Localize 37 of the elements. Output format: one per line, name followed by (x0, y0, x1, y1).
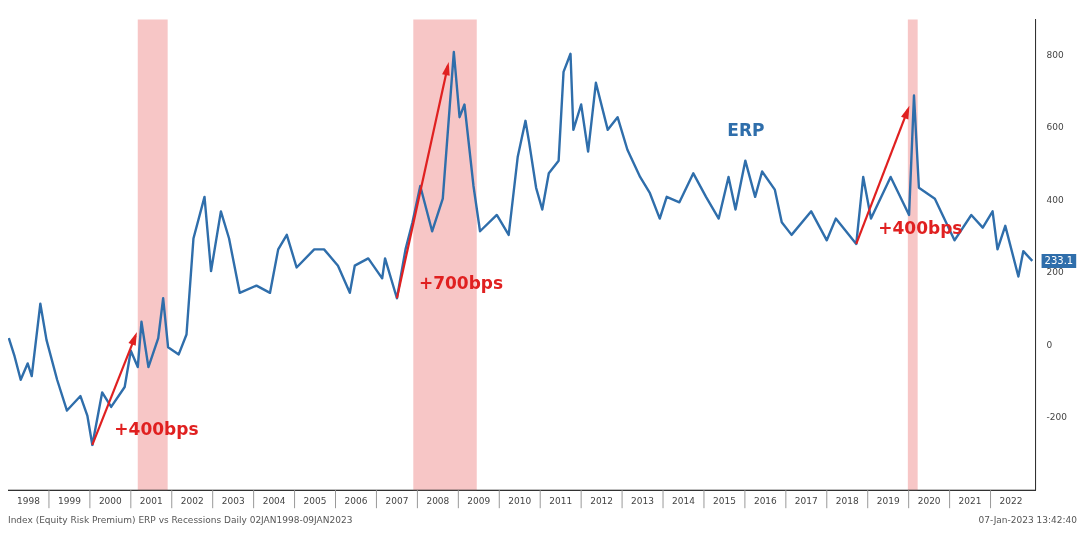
text: Index (Equity Risk Premium) ERP vs Recessions Daily 02JAN1998-09JAN2023 (8, 515, 353, 525)
data-label: 233.1 (1044, 254, 1074, 266)
x-tick-label: 2018 (835, 495, 859, 506)
x-tick-label: 2009 (467, 495, 491, 506)
x-tick-label: 2014 (672, 495, 696, 506)
x-tick-label: 2006 (344, 495, 368, 506)
x-tick-label: 2010 (508, 495, 532, 506)
x-tick-label: 2003 (221, 495, 245, 506)
x-tick-label: 2005 (303, 495, 327, 506)
x-tick-label: 2016 (753, 495, 778, 506)
y-tick-label: 200 (1046, 267, 1065, 278)
y-tick-label: 600 (1046, 122, 1065, 133)
annotation: +400bps (114, 419, 199, 440)
x-tick-label: 2001 (139, 495, 163, 506)
text: 07-Jan-2023 13:42:40 (978, 515, 1077, 525)
x-tick-label: 2002 (180, 495, 204, 506)
x-tick-label: 2019 (876, 495, 900, 506)
y-tick-label: 800 (1046, 49, 1065, 60)
x-tick-label: 2022 (999, 495, 1023, 506)
x-tick-label: 2017 (794, 495, 818, 506)
x-tick-label: 2008 (426, 495, 450, 506)
x-tick-label: 2007 (385, 495, 409, 506)
y-tick-label: -200 (1046, 412, 1068, 423)
x-tick-label: 2011 (549, 495, 573, 506)
x-tick-label: 1998 (17, 495, 41, 506)
x-tick-label: 2000 (98, 495, 123, 506)
y-tick-label: 400 (1046, 194, 1065, 205)
x-tick-label: 2013 (631, 495, 655, 506)
x-tick-label: 2020 (917, 495, 941, 506)
x-tick-label: 2021 (958, 495, 982, 506)
series-label: ERP (727, 119, 765, 140)
y-tick-label: 0 (1046, 339, 1053, 350)
annotation: +700bps (418, 272, 504, 293)
x-tick-label: 2004 (262, 495, 286, 506)
x-tick-label: 1999 (57, 495, 82, 506)
x-tick-label: 2012 (590, 495, 614, 506)
x-tick-label: 2015 (712, 495, 736, 506)
